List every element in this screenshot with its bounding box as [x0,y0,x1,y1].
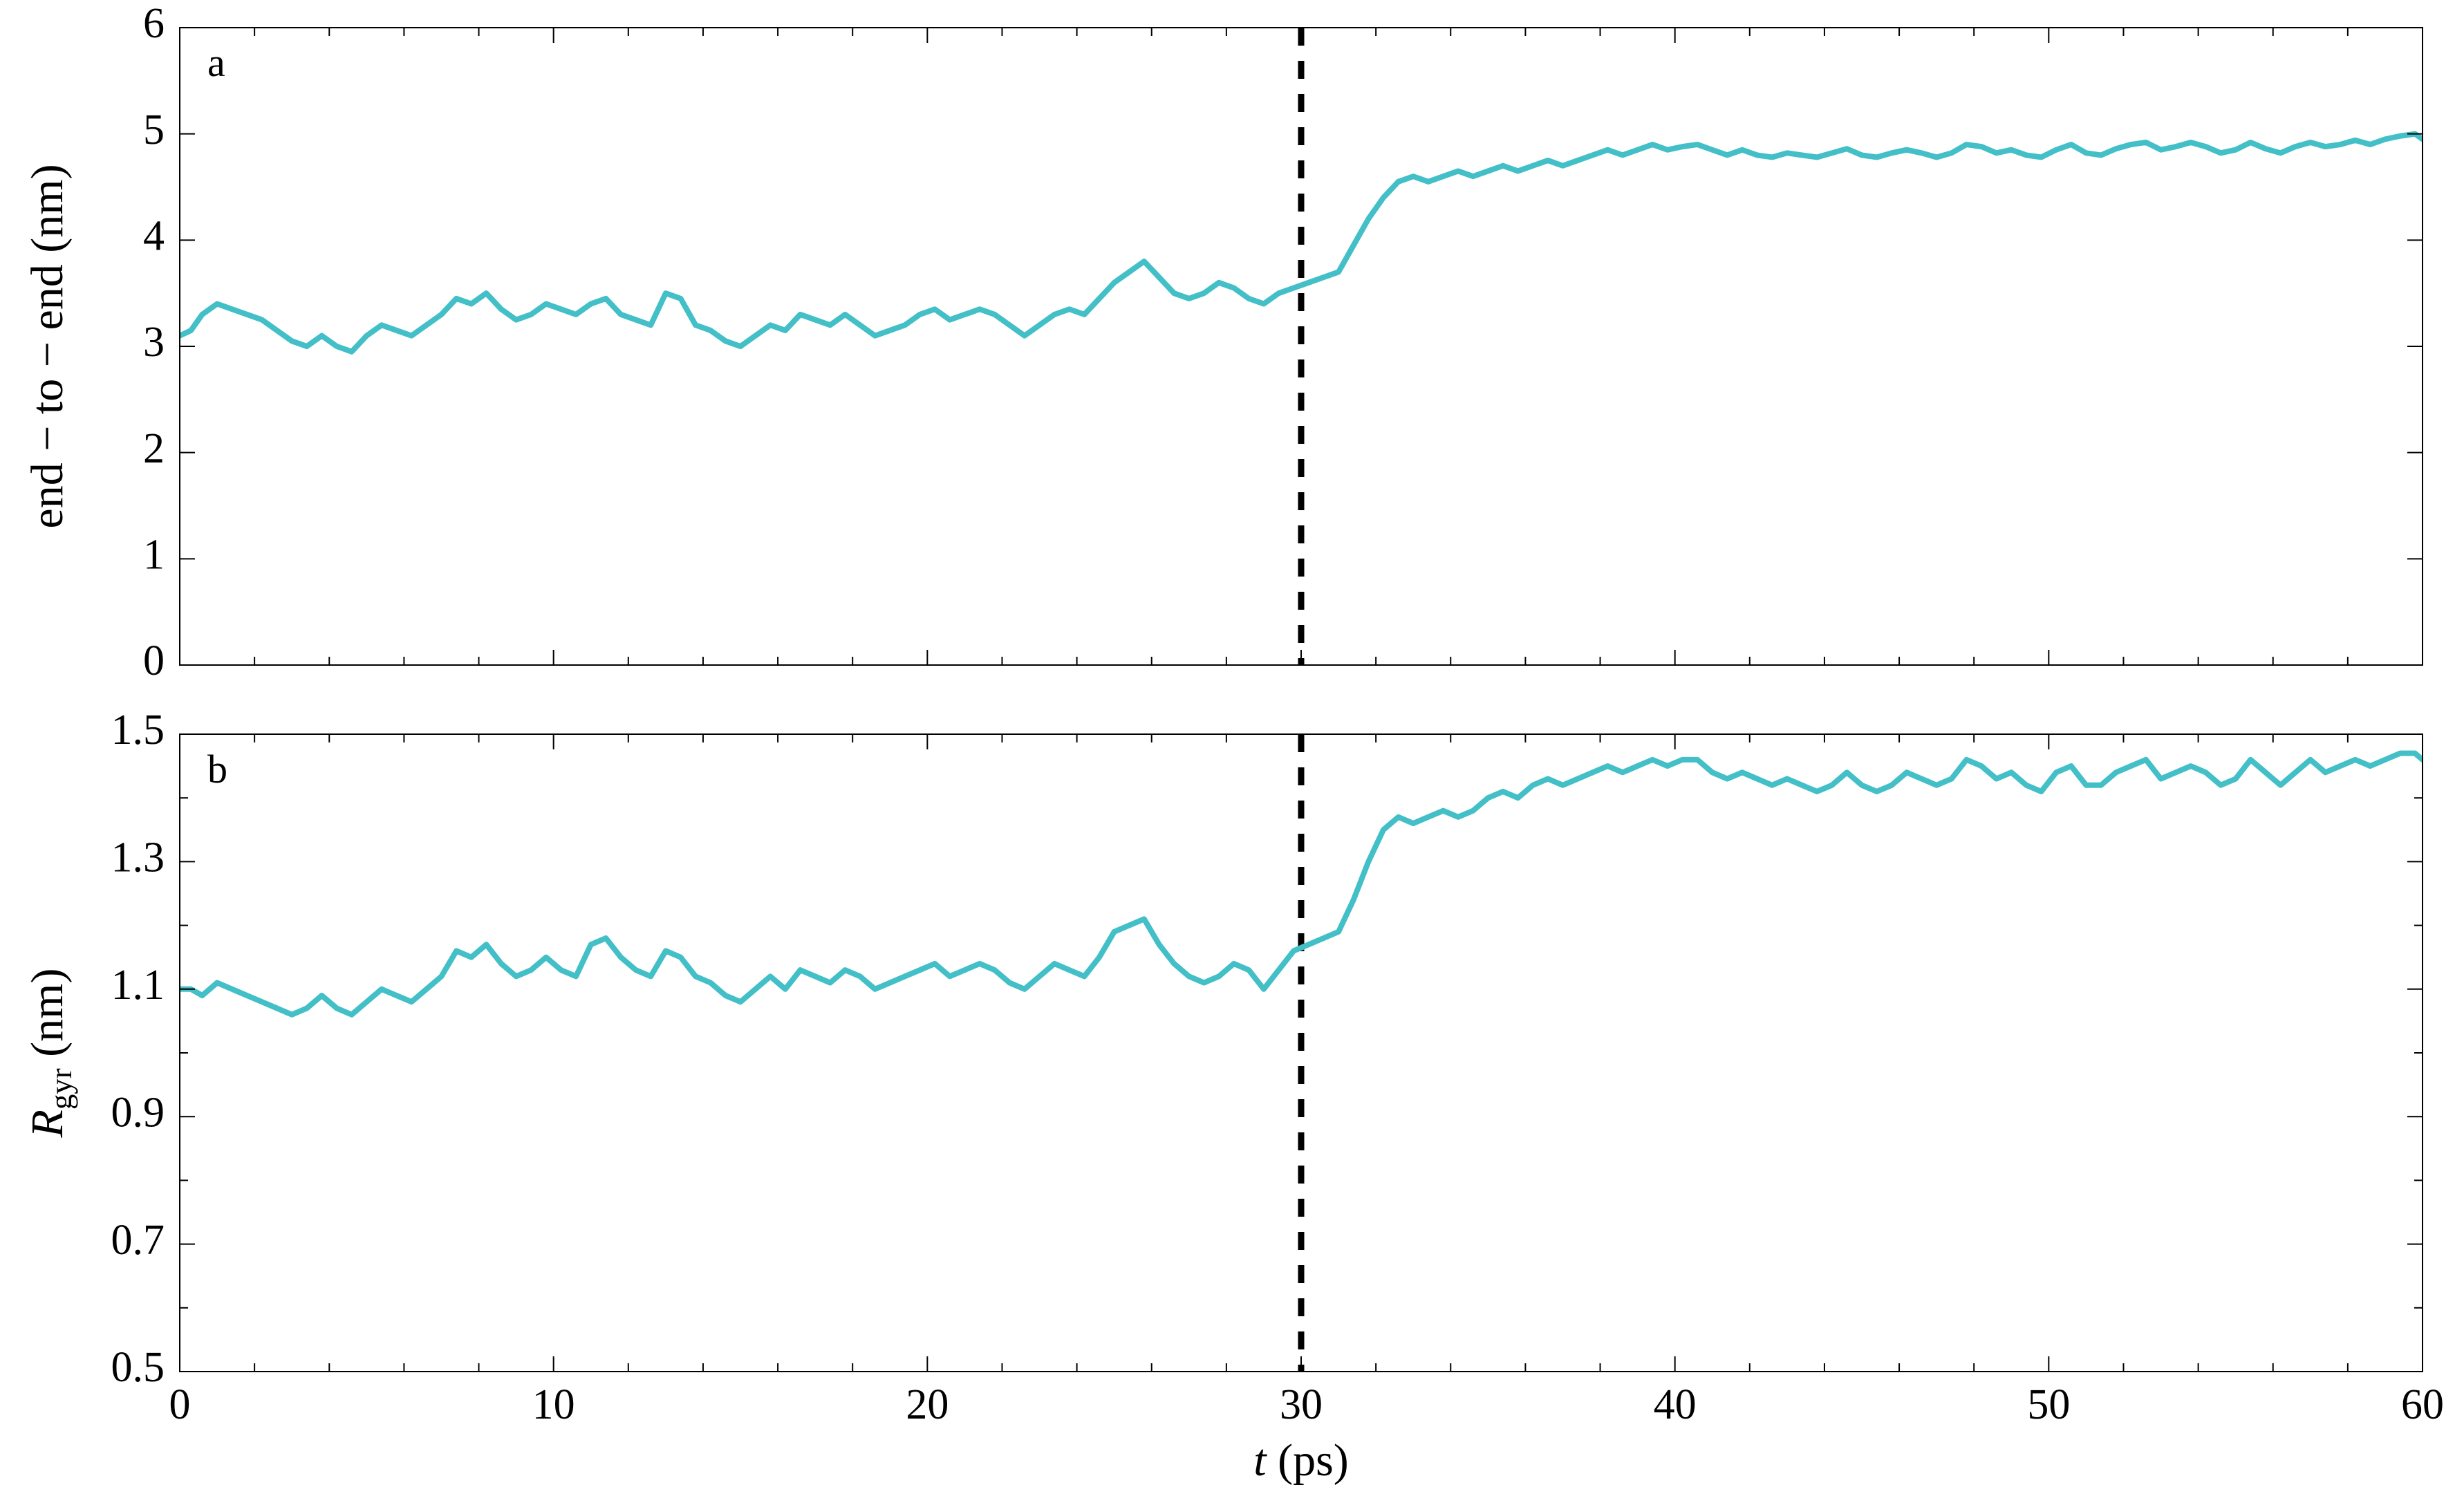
xtick-label: 30 [1280,1381,1323,1428]
ytick-label-a: 3 [143,319,165,366]
ytick-label-b: 0.5 [111,1344,165,1391]
xtick-label: 20 [906,1381,949,1428]
xtick-label: 50 [2027,1381,2070,1428]
ytick-label-a: 1 [143,532,165,579]
xtick-label: 10 [532,1381,575,1428]
ytick-label-a: 0 [143,637,165,684]
xlabel: t (ps) [1253,1435,1349,1486]
ytick-label-b: 0.9 [111,1089,165,1136]
xtick-label: 60 [2401,1381,2444,1428]
ytick-label-b: 0.7 [111,1217,165,1264]
ytick-label-b: 1.3 [111,834,165,881]
scientific-figure: 0 1 2 3 4 5 6a end − to − end (nm) 0.5 0.7 0.9 1.1 1… [0,0,2464,1496]
ylabel-a: end − to − end (nm) [22,164,73,528]
ytick-label-b: 1.5 [111,707,165,754]
ytick-label-a: 4 [143,213,165,260]
ytick-label-a: 5 [143,106,165,153]
xtick-label: 0 [169,1381,191,1428]
panel-label-a: a [207,40,225,85]
ytick-label-a: 2 [143,425,165,472]
panel-label-b: b [207,747,227,792]
ytick-label-b: 1.1 [111,962,165,1009]
ytick-label-a: 6 [143,0,165,47]
xtick-label: 40 [1654,1381,1697,1428]
ylabel-b: Rgyr (nm) [22,969,78,1139]
